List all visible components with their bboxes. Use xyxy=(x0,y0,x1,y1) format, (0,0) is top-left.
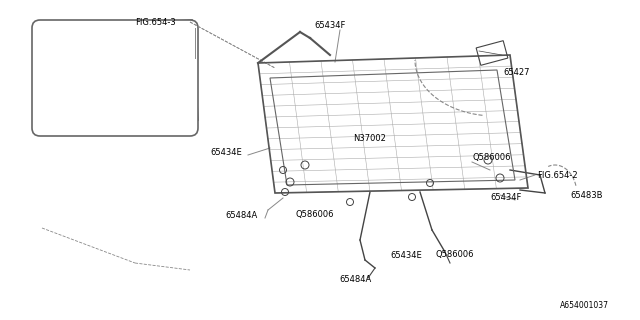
Text: FIG.654-2: FIG.654-2 xyxy=(537,171,578,180)
Text: 65434F: 65434F xyxy=(314,20,346,29)
Text: 65434E: 65434E xyxy=(210,148,242,156)
Text: 65483B: 65483B xyxy=(570,190,602,199)
Text: Q586006: Q586006 xyxy=(295,211,333,220)
Text: FIG.654-3: FIG.654-3 xyxy=(134,18,175,27)
Text: Q586006: Q586006 xyxy=(435,251,474,260)
Text: 65427: 65427 xyxy=(503,68,529,76)
Text: Q586006: Q586006 xyxy=(472,153,511,162)
Text: N37002: N37002 xyxy=(353,133,387,142)
Text: 65484A: 65484A xyxy=(339,276,371,284)
Text: 65484A: 65484A xyxy=(225,211,257,220)
Text: 65434F: 65434F xyxy=(490,194,522,203)
FancyBboxPatch shape xyxy=(32,20,198,136)
Text: 65434E: 65434E xyxy=(390,251,422,260)
Text: A654001037: A654001037 xyxy=(560,300,609,309)
